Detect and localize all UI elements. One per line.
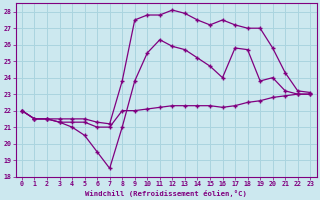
X-axis label: Windchill (Refroidissement éolien,°C): Windchill (Refroidissement éolien,°C) xyxy=(85,190,247,197)
